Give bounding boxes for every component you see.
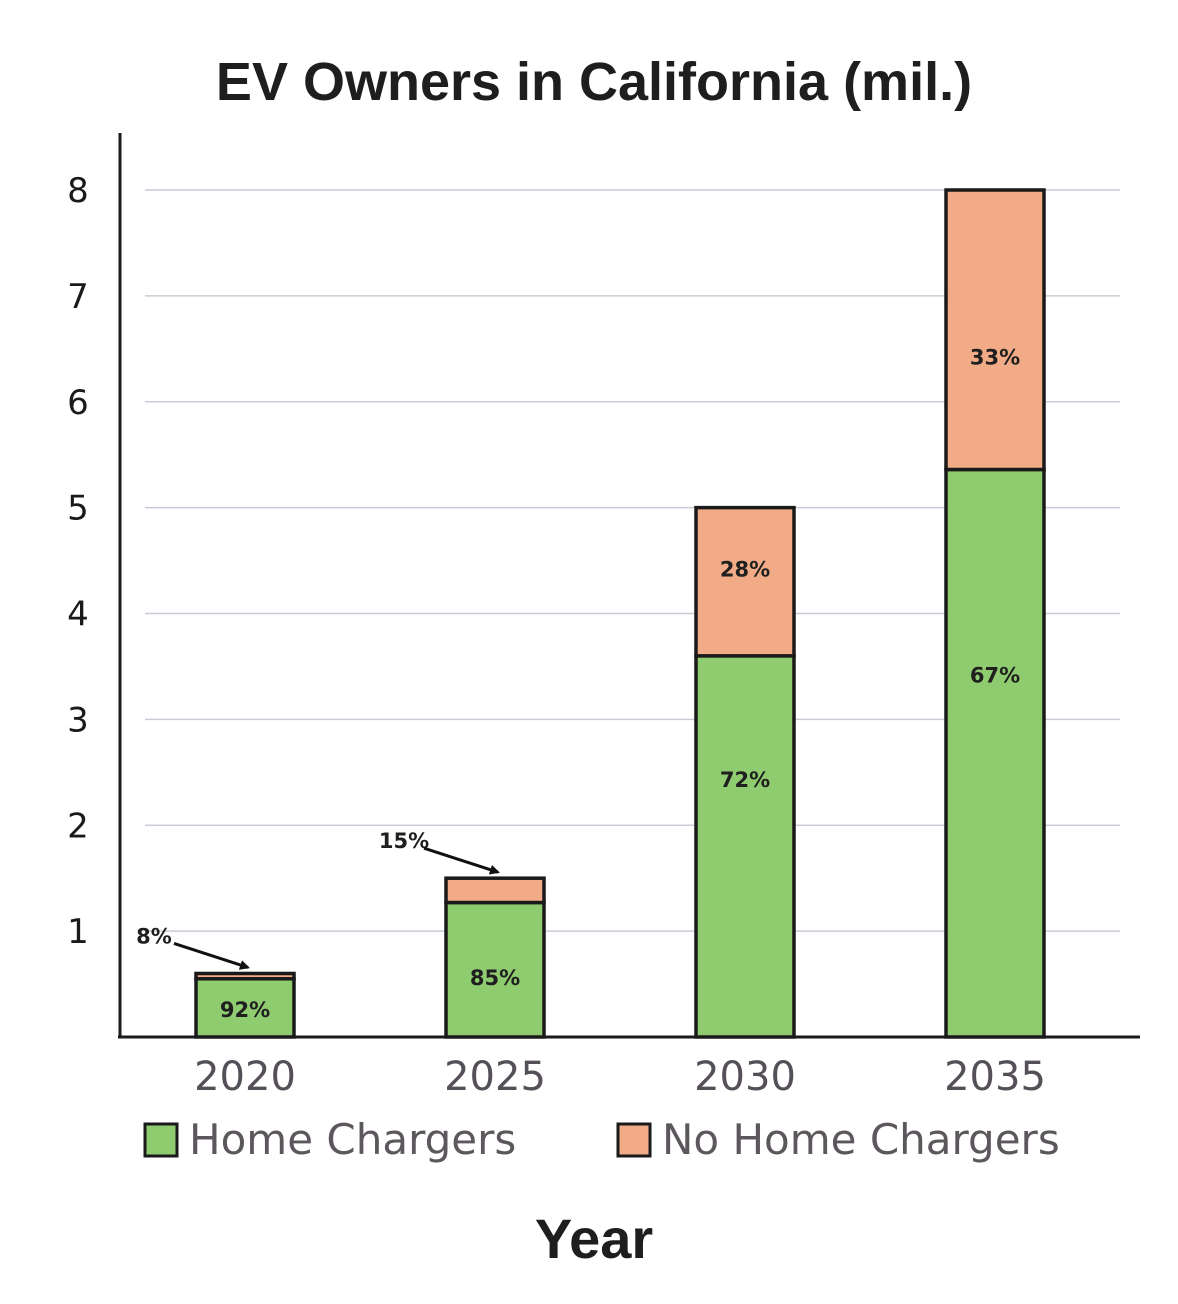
bar-no-home-chargers-2020 (194, 971, 296, 981)
bar-no-home-chargers-2030 (694, 505, 796, 658)
y-tick-label: 5 (67, 489, 89, 529)
annotation-label: 15% (379, 829, 429, 853)
bar-home-chargers-2035 (944, 467, 1046, 1039)
annotation-arrow (173, 942, 250, 970)
legend-swatch-no-home-chargers (616, 1122, 652, 1158)
legend-swatch-home-chargers (143, 1122, 179, 1158)
bar-labels: 92% 85% 72% 28% 67% 33% (220, 346, 1020, 1022)
y-tick-label: 6 (67, 383, 89, 423)
y-tick-label: 2 (67, 806, 89, 846)
x-axis-ticks: 2020 2025 2030 2035 (194, 1054, 1046, 1100)
y-tick-label: 7 (67, 277, 89, 317)
bar-home-chargers-2030 (694, 654, 796, 1039)
legend: Home Chargers No Home Chargers (143, 1115, 1060, 1164)
y-tick-label: 1 (67, 912, 89, 952)
data-label: 72% (720, 768, 770, 792)
gridlines (145, 189, 1120, 932)
y-tick-label: 4 (67, 595, 89, 635)
bar-no-home-chargers-2025 (444, 876, 546, 905)
data-label: 92% (220, 998, 270, 1022)
legend-label: Home Chargers (189, 1115, 516, 1164)
data-label: 28% (720, 557, 770, 581)
bars (194, 188, 1046, 1039)
x-tick-label: 2035 (944, 1054, 1046, 1100)
x-tick-label: 2025 (444, 1054, 546, 1100)
y-tick-label: 8 (67, 171, 89, 211)
legend-label: No Home Chargers (662, 1115, 1060, 1164)
data-label: 33% (970, 346, 1020, 370)
chart-title: EV Owners in California (mil.) (216, 52, 972, 112)
data-label: 67% (970, 663, 1020, 687)
data-label: 85% (470, 966, 520, 990)
y-axis-ticks: 1 2 3 4 5 6 7 8 (67, 171, 89, 952)
x-axis-label: Year (535, 1207, 653, 1270)
bar-no-home-chargers-2035 (944, 188, 1046, 472)
annotations: 8% 15% (136, 829, 500, 970)
x-tick-label: 2030 (694, 1054, 796, 1100)
annotation-label: 8% (136, 924, 172, 948)
bar-home-chargers-2020 (194, 977, 296, 1039)
x-tick-label: 2020 (194, 1054, 296, 1100)
y-tick-label: 3 (67, 700, 89, 740)
annotation-arrow (423, 846, 500, 875)
